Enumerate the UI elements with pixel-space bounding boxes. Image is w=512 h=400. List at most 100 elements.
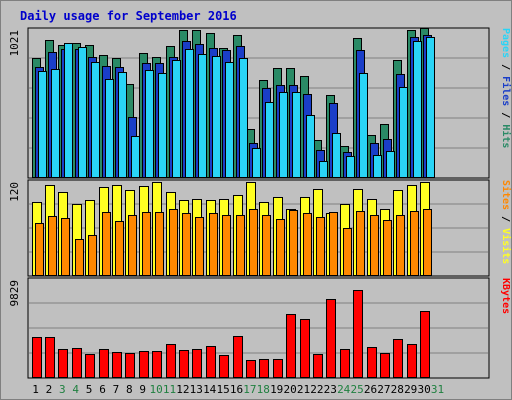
day-label: 8 bbox=[126, 383, 133, 396]
kbytes-bar bbox=[125, 353, 135, 378]
pages-bar bbox=[373, 155, 382, 178]
panels: 1021 Pages / Files / Hits 120 Sites / Visit… bbox=[8, 27, 512, 379]
kbytes-bar bbox=[313, 354, 323, 378]
sites-bar bbox=[35, 223, 44, 276]
sites-bar bbox=[128, 215, 137, 276]
day-label: 16 bbox=[230, 383, 243, 396]
sites-bar bbox=[195, 217, 204, 276]
pages-bar bbox=[386, 151, 395, 178]
day-label: 31 bbox=[431, 383, 444, 396]
day-label: 26 bbox=[364, 383, 377, 396]
pages-bar bbox=[292, 92, 301, 178]
pages-bar bbox=[359, 73, 368, 178]
pages-bar bbox=[158, 73, 167, 178]
sites-bar bbox=[370, 215, 379, 276]
kbytes-bar bbox=[380, 353, 390, 378]
sites-bar bbox=[316, 217, 325, 276]
legend-visits: Visits bbox=[500, 228, 512, 264]
sites-bar bbox=[249, 209, 258, 276]
pages-bar bbox=[118, 72, 127, 178]
day-label: 9 bbox=[139, 383, 146, 396]
day-label: 2 bbox=[46, 383, 53, 396]
visitors-legend: Sites / Visits bbox=[500, 180, 512, 264]
pages-bar bbox=[319, 161, 328, 178]
sites-bar bbox=[303, 213, 312, 276]
sites-bar bbox=[48, 216, 57, 276]
day-label: 29 bbox=[404, 383, 417, 396]
pages-bar bbox=[413, 41, 422, 178]
sites-bar bbox=[209, 213, 218, 276]
pages-bar bbox=[265, 102, 274, 178]
legend-hits: Hits bbox=[500, 124, 512, 148]
sites-bar bbox=[88, 235, 97, 276]
legend-separator: / bbox=[500, 58, 511, 76]
pages-bar bbox=[279, 92, 288, 178]
pages-bar bbox=[51, 69, 60, 178]
kbytes-bar bbox=[179, 350, 189, 378]
kbytes-bar bbox=[420, 311, 430, 378]
sites-bar bbox=[102, 212, 111, 276]
visitors-ymax-label: 120 bbox=[8, 182, 21, 202]
day-label: 27 bbox=[377, 383, 390, 396]
kbytes-bar bbox=[367, 347, 377, 378]
traffic-panel: 1021 Pages / Files / Hits bbox=[8, 27, 512, 179]
day-label: 21 bbox=[297, 383, 310, 396]
pages-bar bbox=[172, 60, 181, 178]
sites-bar bbox=[396, 215, 405, 276]
kbytes-bar bbox=[273, 359, 283, 378]
day-label: 18 bbox=[257, 383, 270, 396]
kbytes-bar bbox=[407, 344, 417, 378]
kbytes-bar bbox=[206, 346, 216, 378]
day-label: 7 bbox=[113, 383, 120, 396]
pages-bar bbox=[105, 79, 114, 178]
sites-bar bbox=[329, 212, 338, 276]
sites-bar bbox=[142, 212, 151, 276]
kbytes-bar bbox=[99, 349, 109, 378]
day-label: 12 bbox=[176, 383, 189, 396]
day-label: 4 bbox=[72, 383, 79, 396]
kbytes-bar bbox=[259, 359, 269, 378]
sites-bar bbox=[155, 212, 164, 276]
sites-bar bbox=[410, 211, 419, 276]
pages-bar bbox=[145, 70, 154, 178]
kbytes-bar bbox=[139, 351, 149, 378]
kbytes-panel: 9829 KBytes bbox=[8, 277, 511, 379]
sites-bar bbox=[115, 221, 124, 276]
day-label: 5 bbox=[86, 383, 93, 396]
pages-bar bbox=[212, 56, 221, 178]
kbytes-bar bbox=[219, 355, 229, 378]
legend-files: Files bbox=[500, 76, 512, 106]
pages-bar bbox=[306, 115, 315, 178]
kbytes-bar bbox=[192, 349, 202, 378]
pages-bar bbox=[185, 49, 194, 178]
kbytes-bar bbox=[45, 337, 55, 378]
day-label: 11 bbox=[163, 383, 176, 396]
visitors-panel: 120 Sites / Visits bbox=[8, 179, 512, 277]
sites-bar bbox=[262, 215, 271, 276]
day-label: 6 bbox=[99, 383, 106, 396]
kbytes-bar bbox=[152, 351, 162, 378]
day-label: 24 bbox=[337, 383, 351, 396]
pages-bar bbox=[91, 62, 100, 178]
kbytes-bar bbox=[300, 319, 310, 378]
traffic-legend: Pages / Files / Hits bbox=[500, 28, 512, 148]
pages-bar bbox=[38, 71, 47, 178]
traffic-ymax-label: 1021 bbox=[8, 30, 21, 57]
pages-bar bbox=[399, 87, 408, 178]
pages-bar bbox=[332, 133, 341, 178]
sites-bar bbox=[343, 228, 352, 276]
kbytes-bar bbox=[85, 354, 95, 378]
sites-bar bbox=[169, 209, 178, 276]
pages-bar bbox=[225, 62, 234, 178]
legend-separator: / bbox=[500, 106, 511, 124]
kbytes-bar bbox=[353, 290, 363, 378]
day-label: 30 bbox=[417, 383, 430, 396]
sites-bar bbox=[423, 209, 432, 276]
kbytes-bar bbox=[166, 344, 176, 378]
legend-separator: / bbox=[500, 210, 511, 228]
day-label: 25 bbox=[350, 383, 363, 396]
sites-bar bbox=[276, 219, 285, 276]
legend-kbytes: KBytes bbox=[500, 278, 511, 314]
kbytes-bar bbox=[286, 314, 296, 378]
